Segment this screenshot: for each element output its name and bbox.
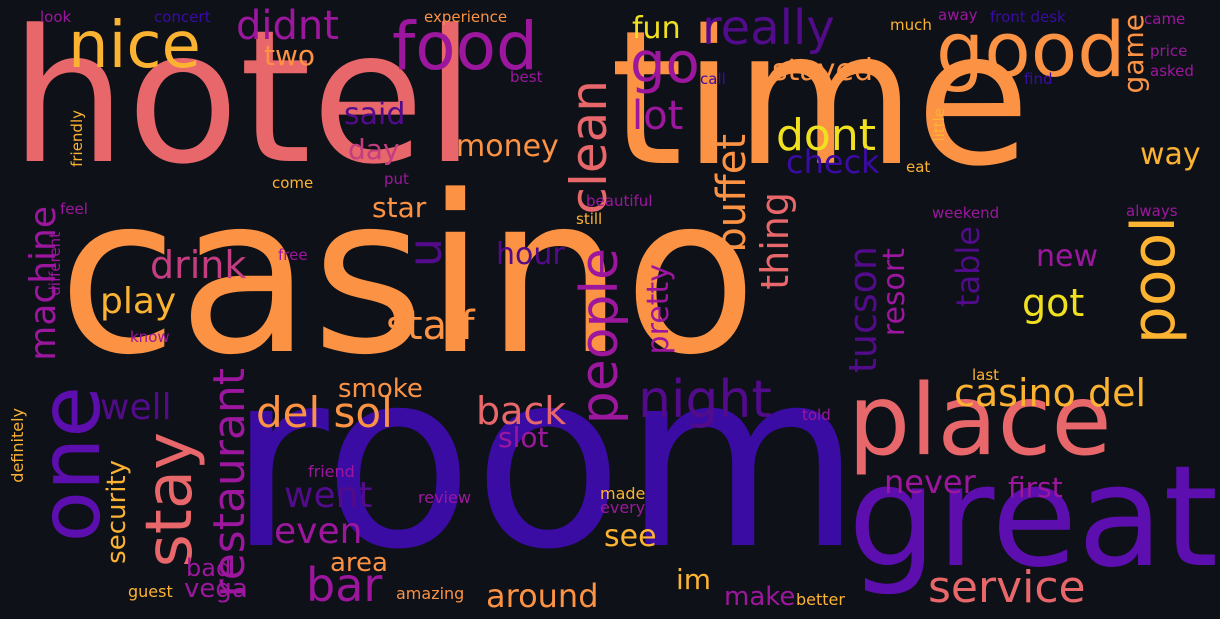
- word-make: make: [724, 582, 796, 612]
- word-great: great: [848, 436, 1219, 599]
- word-always: always: [1126, 202, 1178, 220]
- word-area: area: [330, 548, 388, 578]
- word-price: price: [1150, 42, 1188, 60]
- word-fun: fun: [632, 11, 681, 46]
- word-way: way: [1140, 137, 1201, 172]
- word-back: back: [476, 389, 567, 433]
- word-amazing: amazing: [396, 584, 465, 603]
- word-never: never: [884, 463, 976, 501]
- word-slot: slot: [498, 421, 549, 454]
- word-free: free: [278, 246, 308, 264]
- word-come: come: [272, 174, 314, 192]
- word-bar: bar: [306, 558, 383, 612]
- word-table: table: [949, 226, 987, 308]
- word-friendly: friendly: [68, 110, 86, 167]
- word-place: place: [848, 364, 1112, 478]
- word-around: around: [486, 577, 599, 615]
- word-play: play: [100, 281, 177, 322]
- word-call: call: [700, 70, 726, 88]
- word-day: day: [348, 133, 400, 166]
- word-eat: eat: [906, 158, 931, 176]
- word-service: service: [928, 562, 1086, 613]
- word-told: told: [802, 406, 831, 424]
- word-made: made: [600, 484, 646, 503]
- word-room: room: [228, 318, 862, 603]
- word-guest: guest: [128, 582, 173, 601]
- word-feel: feel: [60, 200, 88, 218]
- word-didnt: didnt: [236, 3, 339, 49]
- word-food: food: [392, 8, 538, 85]
- word-review: review: [418, 488, 471, 507]
- word-security: security: [102, 460, 132, 564]
- word-find: find: [1024, 70, 1053, 88]
- word-nice: nice: [68, 9, 201, 83]
- word-casino: casino: [58, 150, 758, 403]
- word-people: people: [570, 248, 630, 425]
- word-little: little: [930, 108, 948, 142]
- word-best: best: [510, 68, 543, 86]
- word-experience: experience: [424, 8, 508, 26]
- word-better: better: [796, 590, 845, 609]
- word-pool: pool: [1119, 216, 1189, 345]
- word-much: much: [890, 16, 932, 34]
- word-new: new: [1036, 239, 1099, 274]
- word-hotel: hotel: [10, 0, 476, 205]
- word-hour: hour: [496, 237, 565, 272]
- word-concert: concert: [154, 8, 211, 26]
- word-two: two: [264, 39, 316, 72]
- word-beautiful: beautiful: [586, 192, 653, 210]
- word-well: well: [100, 387, 172, 428]
- word-u: u: [398, 238, 452, 268]
- word-asked: asked: [1150, 62, 1194, 80]
- word-del-sol: del sol: [256, 388, 393, 437]
- word-look: look: [40, 8, 72, 26]
- word-good: good: [936, 5, 1126, 94]
- word-came: came: [1144, 10, 1186, 28]
- word-thing: thing: [753, 192, 797, 290]
- word-first: first: [1008, 471, 1063, 504]
- word-different: different: [46, 232, 64, 296]
- word-im: im: [676, 563, 712, 596]
- word-away: away: [938, 6, 978, 24]
- word-go: go: [630, 31, 700, 96]
- word-weekend: weekend: [932, 204, 1000, 222]
- word-night: night: [638, 370, 772, 430]
- word-money: money: [456, 129, 559, 164]
- word-got: got: [1022, 281, 1085, 325]
- word-see: see: [604, 519, 657, 554]
- word-star: star: [372, 191, 427, 224]
- word-still: still: [576, 210, 603, 228]
- word-buffet: buffet: [709, 134, 755, 253]
- word-bad: bad: [186, 554, 232, 582]
- word-time: time: [610, 0, 1031, 207]
- word-stayed: stayed: [772, 53, 874, 88]
- word-stay: stay: [133, 432, 207, 568]
- word-smoke: smoke: [338, 374, 423, 404]
- word-casino-del: casino del: [954, 371, 1147, 415]
- word-know: know: [130, 328, 170, 346]
- word-front-desk: front desk: [990, 8, 1066, 26]
- word-lot: lot: [632, 93, 684, 139]
- word-pretty: pretty: [641, 264, 676, 355]
- word-went: went: [284, 475, 373, 516]
- word-really: really: [702, 0, 835, 56]
- word-friend: friend: [308, 462, 355, 481]
- word-last: last: [972, 366, 1000, 384]
- word-definitely: definitely: [8, 408, 27, 483]
- word-staff: staff: [386, 303, 475, 349]
- word-said: said: [344, 97, 406, 132]
- word-check: check: [786, 143, 880, 181]
- word-every: every: [600, 498, 646, 517]
- word-drink: drink: [150, 243, 247, 287]
- word-dont: dont: [776, 110, 876, 161]
- word-put: put: [384, 170, 409, 188]
- word-resort: resort: [877, 248, 912, 337]
- word-even: even: [274, 511, 363, 552]
- word-vega: vega: [184, 574, 248, 604]
